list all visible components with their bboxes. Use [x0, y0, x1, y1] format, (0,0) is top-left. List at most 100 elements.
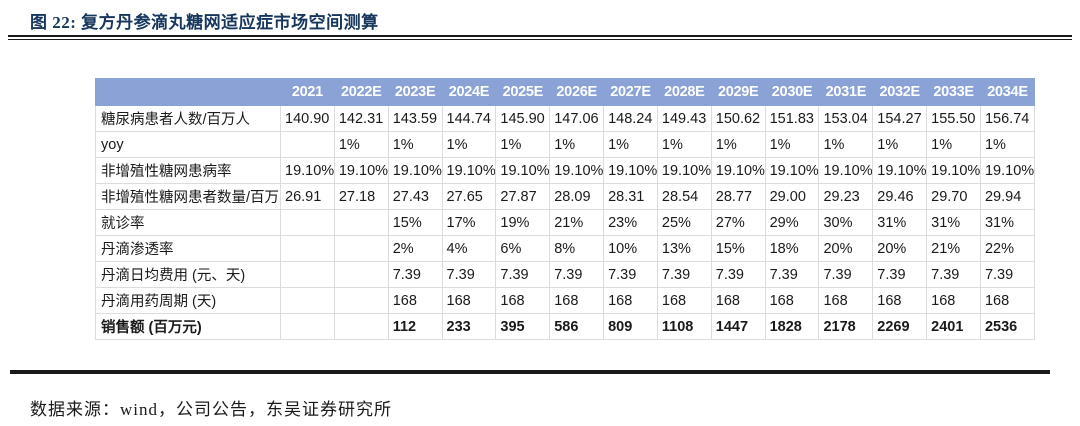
value-cell: 17%	[441, 209, 497, 236]
value-cell: 7.39	[603, 261, 658, 288]
value-cell: 26.91	[280, 183, 335, 210]
table-row: 非增殖性糖网患者数量/百万人 26.91 27.18 27.43 27.65 27.87 2…	[95, 183, 1036, 210]
value-cell: 1%	[549, 131, 605, 158]
year-header-cell: 2034E	[979, 78, 1036, 106]
value-cell: 31%	[926, 209, 981, 236]
value-cell: 1108	[656, 313, 712, 340]
year-header-cell: 2025E	[495, 78, 551, 106]
value-cell	[280, 313, 335, 340]
value-cell: 2%	[387, 235, 443, 262]
year-header-cell: 2027E	[603, 78, 658, 106]
market-estimate-table: 2021 2022E 2023E 2024E 2025E 2026E 2027E 2028E 2…	[95, 78, 1036, 340]
value-cell: 1%	[333, 131, 389, 158]
value-cell: 143.59	[387, 105, 443, 132]
value-cell: 7.39	[387, 261, 443, 288]
value-cell: 1%	[387, 131, 443, 158]
value-cell: 19.10%	[872, 157, 928, 184]
table-row: 糖尿病患者人数/百万人 140.90 142.31 143.59 144.74 145.9…	[95, 105, 1036, 132]
value-cell: 154.27	[872, 105, 928, 132]
value-cell	[333, 287, 389, 314]
value-cell: 168	[603, 287, 658, 314]
value-cell	[333, 313, 389, 340]
value-cell: 1%	[764, 131, 820, 158]
value-cell: 7.39	[764, 261, 820, 288]
value-cell: 7.39	[656, 261, 712, 288]
value-cell: 155.50	[926, 105, 981, 132]
value-cell: 31%	[979, 209, 1036, 236]
value-cell: 150.62	[710, 105, 766, 132]
value-cell: 20%	[872, 235, 928, 262]
value-cell: 19.10%	[603, 157, 658, 184]
value-cell: 153.04	[818, 105, 874, 132]
row-label-cell: 丹滴日均费用 (元、天)	[95, 261, 281, 288]
value-cell: 7.39	[710, 261, 766, 288]
value-cell: 168	[441, 287, 497, 314]
year-header-cell: 2024E	[441, 78, 497, 106]
row-label-cell: 非增殖性糖网患者数量/百万人	[95, 183, 281, 210]
value-cell: 19%	[495, 209, 551, 236]
value-cell: 27.65	[441, 183, 497, 210]
value-cell: 168	[656, 287, 712, 314]
row-label-cell: 丹滴用药周期 (天)	[95, 287, 281, 314]
title-divider-rule	[8, 35, 1072, 40]
value-cell: 15%	[387, 209, 443, 236]
row-label-cell: 非增殖性糖网患病率	[95, 157, 281, 184]
value-cell: 19.10%	[764, 157, 820, 184]
value-cell: 1828	[764, 313, 820, 340]
value-cell: 4%	[441, 235, 497, 262]
value-cell: 586	[549, 313, 605, 340]
value-cell: 2178	[818, 313, 874, 340]
value-cell: 168	[818, 287, 874, 314]
row-label-cell: 就诊率	[95, 209, 281, 236]
year-header-cell: 2031E	[818, 78, 874, 106]
value-cell: 18%	[764, 235, 820, 262]
value-cell: 1%	[710, 131, 766, 158]
header-label-cell	[95, 78, 281, 106]
value-cell: 23%	[603, 209, 658, 236]
value-cell: 148.24	[603, 105, 658, 132]
value-cell: 168	[926, 287, 981, 314]
value-cell: 27.43	[387, 183, 443, 210]
value-cell: 112	[387, 313, 443, 340]
value-cell: 7.39	[872, 261, 928, 288]
value-cell: 1%	[603, 131, 658, 158]
value-cell: 2401	[926, 313, 981, 340]
year-header-cell: 2030E	[764, 78, 820, 106]
value-cell	[333, 235, 389, 262]
value-cell	[333, 261, 389, 288]
value-cell: 147.06	[549, 105, 605, 132]
data-source-text: 数据来源：wind，公司公告，东吴证券研究所	[30, 400, 392, 419]
value-cell: 19.10%	[495, 157, 551, 184]
value-cell: 142.31	[333, 105, 389, 132]
value-cell: 27.18	[333, 183, 389, 210]
year-header-cell: 2026E	[549, 78, 605, 106]
value-cell: 168	[764, 287, 820, 314]
value-cell: 27%	[710, 209, 766, 236]
value-cell: 168	[979, 287, 1036, 314]
value-cell: 28.77	[710, 183, 766, 210]
value-cell: 19.10%	[387, 157, 443, 184]
table-row: 丹滴用药周期 (天) 168 168 168 168 168 168 168 168 168 168…	[95, 287, 1036, 314]
value-cell	[280, 287, 335, 314]
value-cell	[333, 209, 389, 236]
value-cell: 7.39	[495, 261, 551, 288]
value-cell: 30%	[818, 209, 874, 236]
value-cell: 7.39	[818, 261, 874, 288]
value-cell: 168	[710, 287, 766, 314]
value-cell: 1%	[656, 131, 712, 158]
value-cell: 19.10%	[656, 157, 712, 184]
value-cell: 29.00	[764, 183, 820, 210]
value-cell	[280, 209, 335, 236]
value-cell: 20%	[818, 235, 874, 262]
year-header-cell: 2028E	[656, 78, 712, 106]
table-row: yoy 1% 1% 1% 1% 1% 1% 1% 1% 1% 1% 1% 1% 1%	[95, 131, 1036, 158]
value-cell: 7.39	[549, 261, 605, 288]
value-cell: 151.83	[764, 105, 820, 132]
value-cell: 19.10%	[818, 157, 874, 184]
value-cell: 19.10%	[710, 157, 766, 184]
value-cell: 7.39	[926, 261, 981, 288]
value-cell: 1%	[872, 131, 928, 158]
value-cell: 6%	[495, 235, 551, 262]
row-label-cell: 糖尿病患者人数/百万人	[95, 105, 281, 132]
value-cell: 19.10%	[549, 157, 605, 184]
